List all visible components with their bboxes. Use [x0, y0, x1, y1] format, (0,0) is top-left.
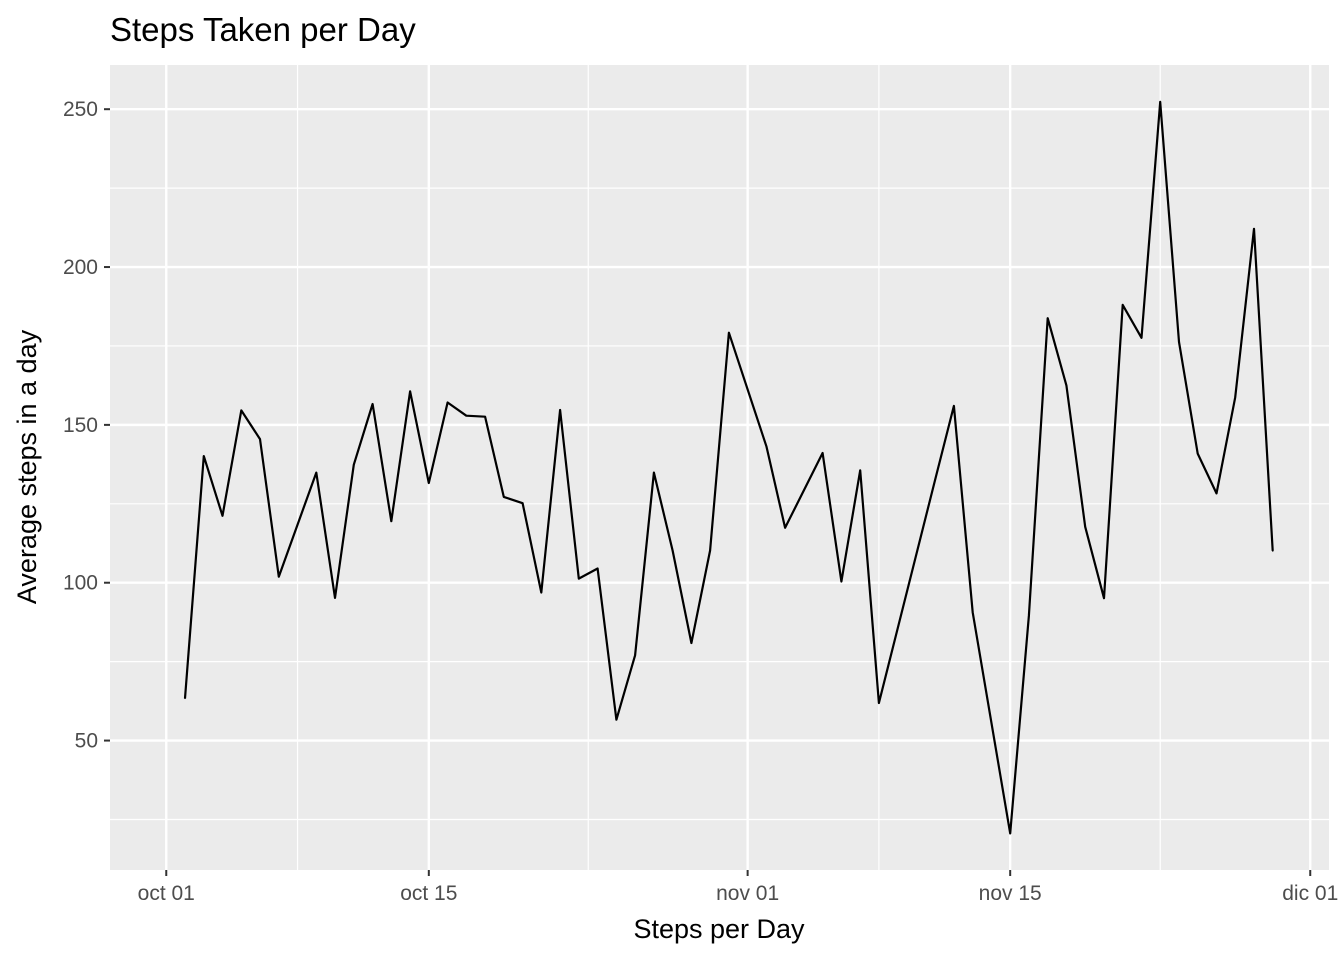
x-tick-label: oct 01 — [138, 882, 195, 905]
data-point — [390, 520, 393, 522]
data-point — [259, 438, 261, 440]
data-point — [353, 463, 355, 466]
x-tick-label: nov 01 — [716, 882, 779, 905]
data-point — [540, 591, 543, 594]
chart-title: Steps Taken per Day — [110, 11, 416, 48]
data-point — [578, 577, 580, 580]
data-point — [671, 549, 674, 552]
data-point — [184, 697, 186, 700]
data-point — [1159, 101, 1162, 103]
series-layer — [183, 100, 1274, 835]
data-point — [634, 654, 636, 657]
data-point — [878, 702, 880, 704]
data-point — [859, 469, 861, 472]
data-point — [596, 567, 599, 570]
data-point — [1215, 492, 1218, 495]
x-tick-label: oct 15 — [400, 882, 457, 905]
data-point — [1103, 597, 1105, 599]
plot-panel — [110, 65, 1329, 870]
data-point — [728, 331, 730, 334]
data-point — [240, 409, 243, 412]
data-point — [277, 575, 280, 578]
data-point — [1196, 452, 1199, 455]
data-point — [765, 445, 768, 448]
data-point — [1028, 614, 1030, 617]
data-point — [221, 515, 224, 517]
data-point — [690, 642, 693, 644]
data-point — [1178, 341, 1180, 343]
data-point — [521, 502, 524, 504]
data-point — [559, 409, 561, 411]
data-point — [428, 482, 430, 484]
x-tick-label: nov 15 — [979, 882, 1042, 905]
data-point — [1253, 228, 1255, 230]
data-point — [409, 390, 411, 393]
data-point — [1009, 832, 1011, 835]
x-axis-title: Steps per Day — [633, 914, 805, 944]
major-gridlines — [110, 65, 1329, 870]
data-point — [503, 496, 505, 498]
data-point — [1065, 384, 1068, 387]
y-tick-label: 200 — [63, 256, 98, 279]
data-point — [334, 597, 336, 599]
data-point — [1084, 526, 1086, 528]
data-point — [1271, 550, 1274, 552]
data-point — [653, 471, 655, 474]
axis-ticks: oct 01 oct 15 nov 01 nov 15 dic 01 50 100 150 20… — [63, 98, 1338, 905]
data-point — [315, 471, 318, 474]
y-tick-label: 250 — [63, 98, 98, 121]
data-point — [465, 414, 468, 417]
data-point — [1046, 317, 1049, 319]
data-point — [615, 718, 618, 721]
y-tick-label: 150 — [63, 414, 98, 437]
data-point — [484, 415, 486, 418]
y-tick-label: 100 — [63, 572, 98, 595]
y-tick-label: 50 — [75, 730, 98, 753]
data-point — [821, 452, 824, 454]
data-point — [202, 455, 205, 457]
data-point — [971, 611, 974, 614]
data-point — [840, 580, 843, 583]
minor-gridlines — [110, 65, 1329, 870]
data-point — [784, 526, 786, 529]
data-point — [1234, 396, 1237, 399]
data-point — [371, 403, 374, 405]
data-point — [953, 405, 955, 407]
data-point — [1140, 336, 1143, 339]
data-point — [446, 401, 449, 404]
data-point — [1121, 304, 1124, 306]
x-tick-label: dic 01 — [1282, 882, 1338, 905]
data-point — [709, 549, 711, 552]
y-axis-title: Average steps in a day — [12, 329, 42, 604]
data-point — [934, 478, 936, 481]
